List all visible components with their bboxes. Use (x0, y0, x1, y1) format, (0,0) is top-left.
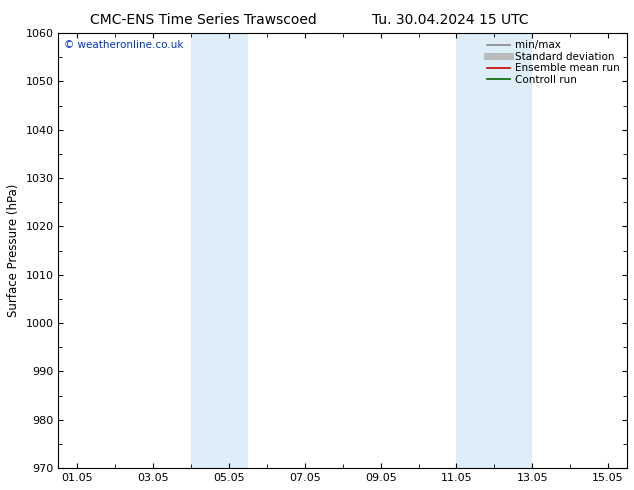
Y-axis label: Surface Pressure (hPa): Surface Pressure (hPa) (7, 184, 20, 318)
Text: CMC-ENS Time Series Trawscoed: CMC-ENS Time Series Trawscoed (89, 13, 316, 27)
Text: Tu. 30.04.2024 15 UTC: Tu. 30.04.2024 15 UTC (372, 13, 529, 27)
Bar (456, 33, 533, 468)
Bar (191, 33, 248, 468)
Legend: min/max, Standard deviation, Ensemble mean run, Controll run: min/max, Standard deviation, Ensemble me… (485, 38, 622, 87)
Text: © weatheronline.co.uk: © weatheronline.co.uk (64, 40, 184, 49)
